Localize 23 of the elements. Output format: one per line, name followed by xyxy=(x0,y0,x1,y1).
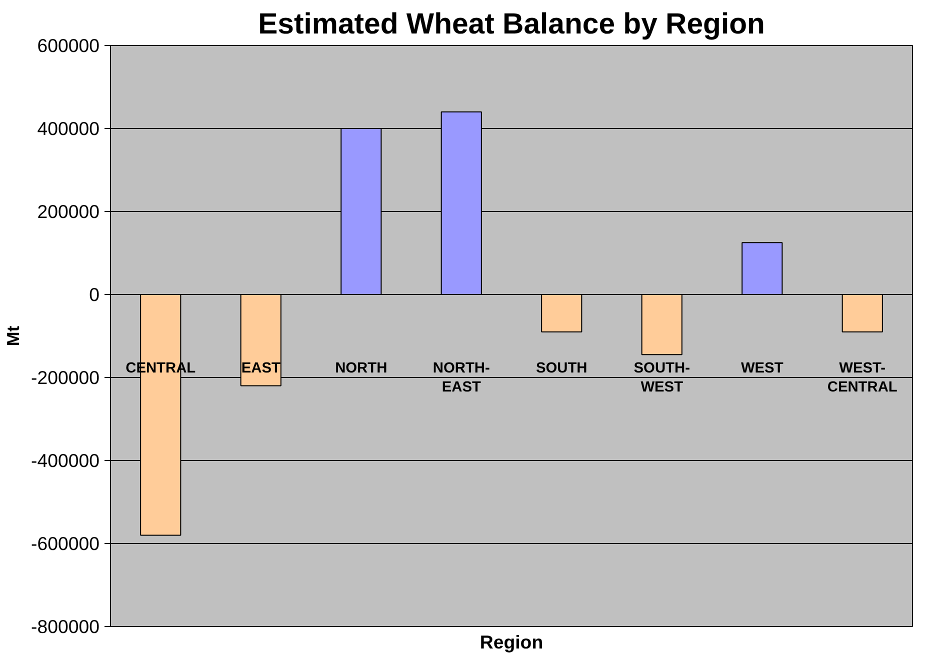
bar xyxy=(842,294,883,332)
x-tick-label: NORTH xyxy=(335,360,388,376)
bar xyxy=(641,294,682,356)
y-tick-label: -600000 xyxy=(31,533,100,554)
y-tick-label: -800000 xyxy=(31,616,100,637)
y-tick-label: 0 xyxy=(89,284,100,305)
y-tick-label: 400000 xyxy=(37,118,100,139)
y-tick-label: -200000 xyxy=(31,367,100,388)
x-tick-label: WEST xyxy=(740,360,784,376)
chart-title: Estimated Wheat Balance by Region xyxy=(258,8,765,40)
x-axis-title: Region xyxy=(480,632,544,652)
x-tick-label: NORTH-EAST xyxy=(432,360,490,396)
y-tick-label: 200000 xyxy=(37,201,100,222)
x-tick-label: SOUTH xyxy=(536,360,588,376)
x-tick-label: WEST-CENTRAL xyxy=(827,360,898,396)
x-tick-label: EAST xyxy=(241,360,280,376)
bar xyxy=(742,242,783,295)
x-tick-label: SOUTH-WEST xyxy=(634,360,690,396)
y-axis-title: Mt xyxy=(3,326,24,346)
y-tick-label: -400000 xyxy=(31,450,100,471)
bar xyxy=(541,294,582,332)
y-tick-label: 600000 xyxy=(37,35,100,56)
bar xyxy=(240,294,282,386)
